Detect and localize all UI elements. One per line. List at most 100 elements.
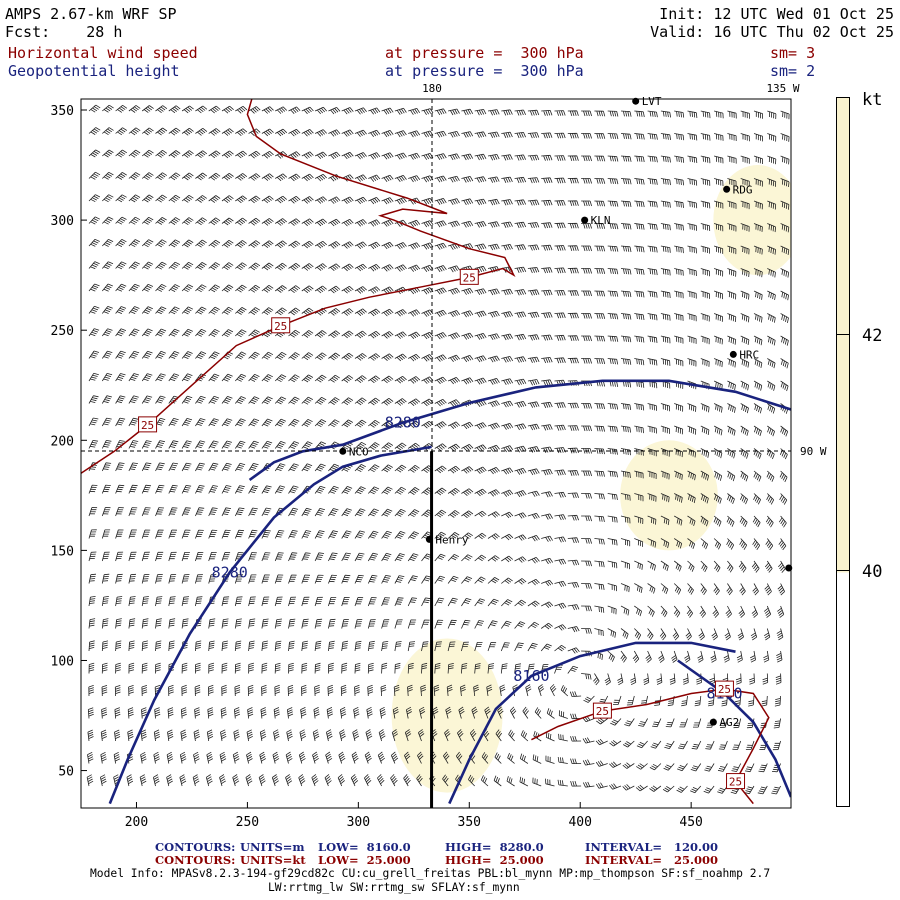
wind-barb bbox=[394, 331, 407, 339]
wind-barb bbox=[221, 485, 232, 494]
wind-barb bbox=[421, 641, 429, 652]
wind-barb bbox=[155, 149, 168, 158]
wind-barb bbox=[354, 619, 363, 629]
wind-barb bbox=[421, 420, 434, 429]
wind-barb bbox=[368, 219, 381, 227]
wind-barb bbox=[501, 423, 514, 430]
wind-barb bbox=[713, 223, 724, 232]
wind-barb bbox=[514, 266, 527, 273]
wind-barb bbox=[567, 402, 579, 409]
wind-barb bbox=[88, 440, 99, 449]
wind-barb bbox=[390, 774, 398, 787]
wind-barb bbox=[660, 583, 669, 595]
colorbar-unit: kt bbox=[862, 90, 883, 110]
wind-barb bbox=[581, 223, 592, 229]
wind-barb bbox=[168, 574, 177, 584]
wind-barb bbox=[647, 200, 658, 208]
wind-barb bbox=[596, 717, 608, 725]
wind-barb bbox=[417, 751, 424, 764]
wind-barb bbox=[474, 554, 487, 562]
wind-barb bbox=[581, 268, 592, 274]
wind-barb bbox=[155, 217, 167, 225]
wind-barb bbox=[234, 574, 243, 584]
wind-barb bbox=[381, 641, 389, 652]
wind-barb bbox=[687, 470, 696, 481]
wind-barb bbox=[779, 470, 788, 483]
wind-barb bbox=[102, 127, 114, 136]
wind-barb bbox=[780, 380, 789, 392]
wind-barb bbox=[141, 395, 153, 404]
wind-barb bbox=[732, 740, 742, 750]
wind-barb bbox=[208, 440, 219, 449]
wind-barb bbox=[168, 418, 179, 427]
wind-barb bbox=[301, 330, 314, 338]
wind-barb bbox=[687, 515, 696, 527]
wind-barb bbox=[660, 335, 671, 344]
wind-barb bbox=[88, 261, 100, 270]
wind-barb bbox=[274, 441, 286, 449]
wind-barb bbox=[354, 308, 367, 316]
wind-barb bbox=[527, 109, 540, 116]
wind-barb bbox=[394, 175, 407, 183]
wind-barb bbox=[487, 444, 500, 452]
wind-barb bbox=[128, 685, 134, 697]
wind-barb bbox=[753, 380, 763, 391]
legend-height-interval: INTERVAL= 120.00 bbox=[585, 840, 719, 854]
wind-barb bbox=[660, 110, 671, 118]
wind-barb bbox=[582, 715, 595, 723]
wind-barb bbox=[527, 490, 540, 497]
wind-barb bbox=[660, 538, 670, 549]
wind-barb bbox=[620, 605, 630, 616]
wind-barb bbox=[778, 538, 787, 551]
wind-barb bbox=[647, 223, 658, 231]
wind-barb bbox=[155, 551, 164, 562]
station-marker bbox=[339, 447, 347, 455]
wind-barb bbox=[501, 356, 514, 363]
wind-barb bbox=[604, 673, 611, 686]
wind-barb bbox=[195, 105, 208, 114]
wind-barb bbox=[368, 330, 381, 339]
wind-barb bbox=[155, 574, 163, 584]
wind-barb bbox=[141, 440, 152, 449]
wind-barb bbox=[394, 662, 401, 674]
wind-barb bbox=[115, 640, 122, 652]
wind-barb bbox=[727, 380, 736, 391]
wind-barb bbox=[447, 532, 460, 539]
wind-barb bbox=[634, 403, 645, 411]
wind-barb bbox=[647, 470, 657, 480]
wind-barb bbox=[713, 335, 723, 345]
wind-barb bbox=[421, 220, 434, 228]
height-contour-label: 8280 bbox=[385, 414, 421, 432]
wind-barb bbox=[607, 403, 619, 410]
wind-barb bbox=[444, 729, 451, 742]
wind-barb bbox=[674, 425, 684, 435]
wind-barb bbox=[368, 442, 380, 450]
wind-barb bbox=[180, 707, 187, 719]
wind-barb bbox=[527, 244, 540, 251]
wind-barb bbox=[141, 596, 149, 607]
wind-barb bbox=[221, 507, 232, 517]
wind-barb bbox=[325, 751, 333, 764]
wind-barb bbox=[181, 127, 194, 136]
wind-barb bbox=[752, 515, 761, 528]
wind-barb bbox=[208, 418, 219, 427]
wind-barb bbox=[727, 133, 737, 142]
wind-barb bbox=[713, 493, 722, 504]
wind-barb bbox=[554, 536, 567, 543]
wind-barb bbox=[703, 785, 715, 794]
wind-barb bbox=[407, 662, 414, 674]
wind-barb bbox=[687, 268, 697, 277]
wind-barb bbox=[288, 285, 301, 294]
wind-barb bbox=[421, 242, 434, 250]
wind-barb bbox=[234, 418, 246, 427]
wind-barb bbox=[501, 511, 514, 519]
wind-barb bbox=[567, 312, 579, 319]
wind-barb bbox=[245, 774, 253, 787]
wind-barb bbox=[660, 245, 671, 253]
wind-barb bbox=[445, 706, 452, 719]
wind-barb bbox=[261, 684, 267, 697]
wind-barb bbox=[527, 177, 540, 184]
wind-barb bbox=[777, 605, 785, 618]
wind-barb bbox=[687, 200, 698, 209]
wind-barb bbox=[767, 223, 776, 233]
